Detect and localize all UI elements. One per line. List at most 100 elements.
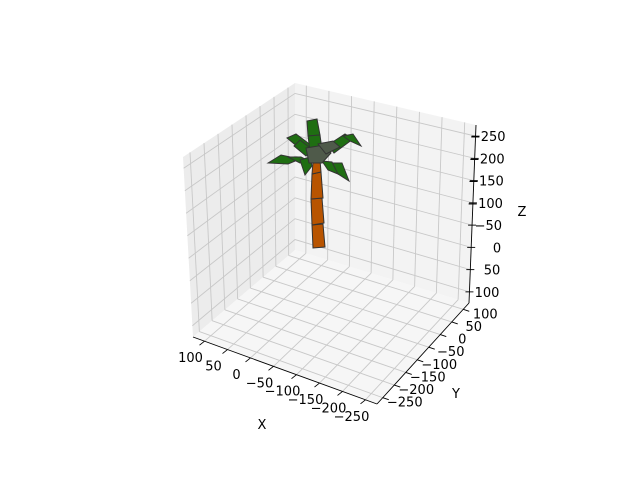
grid-line-y-vert <box>245 115 251 289</box>
grid-line-z <box>184 113 475 192</box>
grid-line-x <box>250 266 350 359</box>
leaf-front-right <box>320 160 340 175</box>
grid-line-x-vert <box>435 117 443 294</box>
grid-line-x <box>342 292 437 392</box>
y-tick-label: −100 <box>421 358 457 373</box>
grid-line-y <box>199 331 383 399</box>
grid-line-x-vert <box>370 101 375 274</box>
y-axis-line <box>376 302 470 405</box>
leaf-crown <box>317 140 341 155</box>
z-tick-label: 0 <box>493 241 501 256</box>
grid-line-z <box>187 155 474 237</box>
x-tick <box>222 349 228 354</box>
y-tick-label: −150 <box>410 370 446 385</box>
grid-line-y-vert <box>203 143 213 321</box>
grid-line-x <box>227 259 328 350</box>
z-tick-label: −200 <box>469 152 505 167</box>
grid-line-y <box>288 255 464 310</box>
z-tick-label: −150 <box>468 175 504 190</box>
grid-line-x-vert <box>348 96 353 267</box>
y-tick <box>451 321 458 325</box>
x-tick-label: −50 <box>246 376 273 391</box>
grid-lines <box>183 85 476 401</box>
x-tick <box>314 382 320 388</box>
x-tick <box>199 340 205 346</box>
y-tick-label: −50 <box>437 345 464 360</box>
grid-line-y <box>250 287 429 348</box>
x-tick <box>337 391 343 396</box>
y-tick <box>417 359 424 363</box>
grid-line-y <box>275 265 452 323</box>
y-tick-label: −250 <box>387 396 423 411</box>
grid-line-y <box>224 309 406 373</box>
grid-line-y-vert <box>259 106 264 278</box>
z-tick-label: −100 <box>467 197 503 212</box>
x-tick-label: 0 <box>232 368 240 383</box>
y-axis-label: Y <box>451 387 460 402</box>
grid-line-y <box>211 320 395 386</box>
z-tick-label: 50 <box>484 264 501 279</box>
x-tick-label: −250 <box>334 410 370 425</box>
grid-line-z <box>188 176 473 259</box>
grid-line-y-vert <box>217 133 226 310</box>
grid-line-z <box>183 92 476 169</box>
left-pane <box>183 83 295 337</box>
grid-line-z <box>189 197 472 282</box>
grid-line-y <box>237 298 418 361</box>
trunk-segment <box>311 223 326 249</box>
leaves-surface <box>266 118 363 183</box>
z-tick-label: −50 <box>475 219 502 234</box>
grid-line-x-vert <box>414 111 420 287</box>
x-axis-label: X <box>258 418 267 433</box>
leaf-right <box>341 133 363 148</box>
trunk-surface <box>310 159 326 249</box>
y-tick-label: −200 <box>398 383 434 398</box>
floor-pane <box>193 250 469 404</box>
grid-line-z <box>190 218 471 304</box>
x-tick-label: 100 <box>178 351 203 366</box>
grid-line-x <box>319 286 415 384</box>
grid-line-x <box>365 299 459 401</box>
y-tick <box>440 334 447 337</box>
y-tick-label: 100 <box>473 307 498 322</box>
x-tick <box>245 357 251 363</box>
grid-line-y-vert <box>287 87 290 256</box>
grid-line-x <box>296 279 394 376</box>
grid-line-y <box>262 276 441 335</box>
trunk-segment <box>310 171 324 200</box>
z-ticks: −250 −200 −150 −100 −50 0 50 100 <box>465 130 506 301</box>
x-tick-label: 50 <box>205 360 222 375</box>
y-tick <box>405 372 412 375</box>
y-tick-label: 0 <box>458 333 466 348</box>
x-tick-label: −150 <box>288 393 324 408</box>
y-tick <box>428 346 435 350</box>
grid-line-y-vert <box>231 124 239 299</box>
x-axis-line <box>192 336 378 405</box>
z-axis-line <box>468 124 477 304</box>
grid-line-x-vert <box>392 106 398 280</box>
trunk-segment <box>310 197 325 226</box>
y-tick <box>382 397 389 401</box>
x-tick-label: −200 <box>311 401 347 416</box>
grid-line-y-vert <box>273 96 277 267</box>
y-tick-label: 50 <box>465 320 482 335</box>
x-tick-label: −100 <box>265 385 301 400</box>
grid-line-y-vert <box>189 152 200 332</box>
y-tick <box>394 384 401 388</box>
x-tick <box>268 365 274 371</box>
grid-line-x-vert <box>457 122 466 300</box>
grid-line-x <box>273 272 372 367</box>
y-tick <box>463 308 470 312</box>
x-tick <box>291 374 297 380</box>
z-tick-label: 100 <box>475 286 500 301</box>
grid-line-x <box>204 252 307 342</box>
x-tick <box>360 399 366 405</box>
z-tick-label: −250 <box>470 130 506 145</box>
palm-tree-surface <box>266 118 363 249</box>
grid-line-z <box>192 239 470 327</box>
z-axis-label: Z <box>518 205 527 220</box>
grid-line-x-vert <box>327 90 330 260</box>
